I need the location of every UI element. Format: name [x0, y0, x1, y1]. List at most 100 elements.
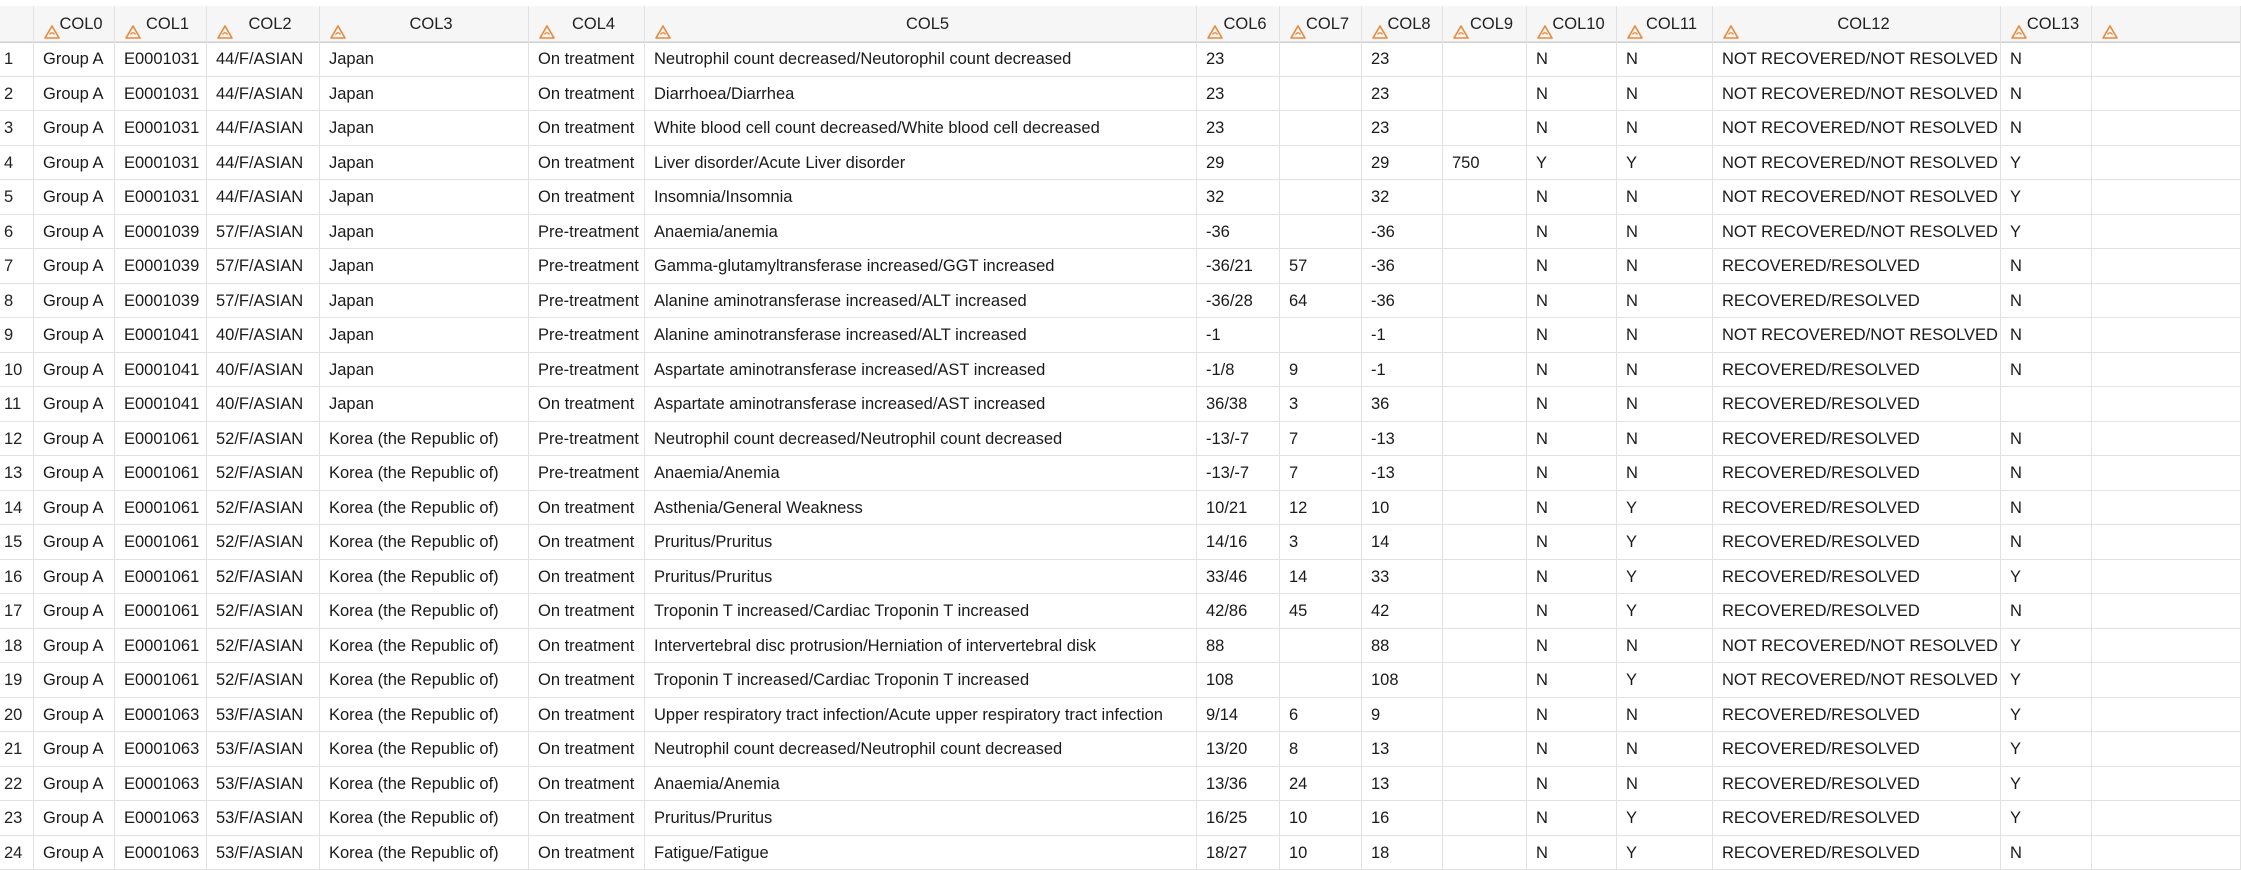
table-cell[interactable]: 18 [1362, 836, 1443, 870]
table-cell[interactable]: Y [1617, 836, 1713, 870]
table-cell[interactable]: E0001031 [115, 77, 207, 112]
table-cell[interactable]: RECOVERED/RESOLVED [1713, 801, 2001, 836]
table-cell[interactable]: On treatment [529, 42, 645, 77]
table-cell[interactable]: N [1617, 180, 1713, 215]
table-cell[interactable] [1443, 387, 1527, 422]
table-cell[interactable]: 88 [1197, 629, 1280, 664]
table-cell[interactable]: N [1527, 767, 1617, 802]
table-cell[interactable]: 18/27 [1197, 836, 1280, 870]
table-cell[interactable]: Y [1617, 801, 1713, 836]
table-cell[interactable]: N [2001, 353, 2092, 388]
table-cell[interactable] [1443, 180, 1527, 215]
table-cell[interactable]: Y [2001, 629, 2092, 664]
table-cell[interactable] [1443, 663, 1527, 698]
table-cell[interactable]: 88 [1362, 629, 1443, 664]
table-cell[interactable]: 52/F/ASIAN [207, 560, 320, 595]
table-cell[interactable]: Group A [34, 491, 115, 526]
table-cell[interactable]: Troponin T increased/Cardiac Troponin T … [645, 663, 1197, 698]
table-cell[interactable]: Y [1617, 560, 1713, 595]
column-header-col7[interactable]: COL7 [1280, 6, 1362, 42]
table-cell[interactable]: E0001039 [115, 215, 207, 250]
table-cell[interactable] [1443, 42, 1527, 77]
table-cell[interactable]: Liver disorder/Acute Liver disorder [645, 146, 1197, 181]
table-cell[interactable]: Korea (the Republic of) [320, 801, 529, 836]
table-cell[interactable]: 9 [1362, 698, 1443, 733]
table-cell[interactable]: -36 [1362, 215, 1443, 250]
table-cell[interactable]: 53/F/ASIAN [207, 732, 320, 767]
table-cell[interactable]: 52/F/ASIAN [207, 594, 320, 629]
table-cell[interactable]: 13/20 [1197, 732, 1280, 767]
table-cell[interactable]: N [2001, 594, 2092, 629]
table-cell[interactable] [1443, 77, 1527, 112]
table-cell[interactable]: E0001061 [115, 629, 207, 664]
table-cell[interactable]: E0001061 [115, 525, 207, 560]
table-cell[interactable]: 44/F/ASIAN [207, 42, 320, 77]
table-cell[interactable]: N [1527, 491, 1617, 526]
table-cell[interactable]: Japan [320, 42, 529, 77]
table-cell[interactable]: 42 [1362, 594, 1443, 629]
table-cell[interactable] [1280, 215, 1362, 250]
table-cell[interactable]: Korea (the Republic of) [320, 525, 529, 560]
table-cell[interactable]: Pre-treatment [529, 318, 645, 353]
table-cell[interactable]: RECOVERED/RESOLVED [1713, 249, 2001, 284]
table-cell[interactable]: Intervertebral disc protrusion/Herniatio… [645, 629, 1197, 664]
column-header-col1[interactable]: COL1 [115, 6, 207, 42]
table-cell[interactable]: RECOVERED/RESOLVED [1713, 422, 2001, 457]
table-cell-empty[interactable] [2092, 560, 2241, 595]
table-cell[interactable]: 44/F/ASIAN [207, 146, 320, 181]
table-cell[interactable]: N [1617, 353, 1713, 388]
table-cell-empty[interactable] [2092, 698, 2241, 733]
table-cell[interactable]: N [1617, 422, 1713, 457]
table-cell[interactable]: On treatment [529, 663, 645, 698]
table-cell[interactable]: E0001061 [115, 422, 207, 457]
table-cell[interactable]: 10 [1280, 801, 1362, 836]
table-cell[interactable]: 52/F/ASIAN [207, 491, 320, 526]
table-cell[interactable]: Japan [320, 77, 529, 112]
table-cell[interactable] [1280, 77, 1362, 112]
table-cell[interactable]: Y [1617, 146, 1713, 181]
table-cell[interactable]: On treatment [529, 525, 645, 560]
table-cell[interactable]: Y [2001, 560, 2092, 595]
table-cell[interactable] [1280, 663, 1362, 698]
table-cell-empty[interactable] [2092, 525, 2241, 560]
table-cell-empty[interactable] [2092, 77, 2241, 112]
table-cell[interactable]: On treatment [529, 767, 645, 802]
table-cell[interactable]: 3 [1280, 525, 1362, 560]
table-cell[interactable]: Y [2001, 801, 2092, 836]
column-header-blank[interactable] [2092, 6, 2241, 42]
table-cell[interactable]: E0001063 [115, 698, 207, 733]
table-cell[interactable]: -36/28 [1197, 284, 1280, 319]
table-cell[interactable]: Group A [34, 732, 115, 767]
table-cell[interactable] [1443, 836, 1527, 870]
table-cell[interactable]: N [1617, 387, 1713, 422]
table-cell[interactable]: Group A [34, 146, 115, 181]
table-cell[interactable]: NOT RECOVERED/NOT RESOLVED [1713, 629, 2001, 664]
table-cell[interactable]: 16 [1362, 801, 1443, 836]
table-cell[interactable]: 108 [1197, 663, 1280, 698]
table-cell[interactable] [1280, 42, 1362, 77]
table-cell[interactable]: Alanine aminotransferase increased/ALT i… [645, 318, 1197, 353]
column-header-col13[interactable]: COL13 [2001, 6, 2092, 42]
table-cell[interactable]: 52/F/ASIAN [207, 456, 320, 491]
table-cell[interactable]: N [1617, 767, 1713, 802]
table-cell-empty[interactable] [2092, 629, 2241, 664]
table-cell[interactable]: White blood cell count decreased/White b… [645, 111, 1197, 146]
table-cell[interactable]: 44/F/ASIAN [207, 111, 320, 146]
table-cell[interactable]: RECOVERED/RESOLVED [1713, 560, 2001, 595]
table-cell[interactable]: 8 [1280, 732, 1362, 767]
table-cell[interactable]: N [2001, 456, 2092, 491]
table-cell[interactable]: Japan [320, 180, 529, 215]
table-cell[interactable]: Japan [320, 387, 529, 422]
table-cell[interactable]: 53/F/ASIAN [207, 801, 320, 836]
table-cell[interactable]: N [1527, 353, 1617, 388]
table-cell-empty[interactable] [2092, 215, 2241, 250]
